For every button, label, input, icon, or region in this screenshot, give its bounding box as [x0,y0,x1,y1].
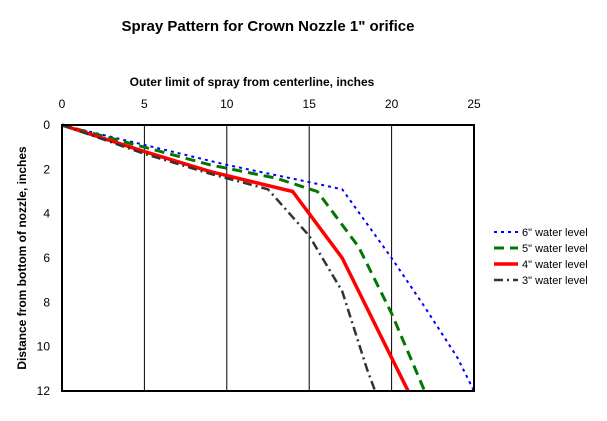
legend-label: 4" water level [522,259,588,271]
y-tick-label: 10 [37,340,51,354]
x-tick-label: 10 [220,97,234,111]
y-tick-labels: 0 2 4 6 8 10 12 [37,118,51,398]
y-tick-label: 0 [43,118,50,132]
y-axis-label: Distance from bottom of nozzle, inches [15,146,29,370]
y-tick-label: 6 [43,251,50,265]
y-tick-label: 8 [43,295,50,309]
series-line-4 [61,123,377,392]
series-lines [61,123,475,392]
series-line-2 [61,123,426,392]
chart-title: Spray Pattern for Crown Nozzle 1" orific… [121,18,414,35]
x-tick-label: 20 [385,97,399,111]
y-tick-label: 4 [43,207,50,221]
y-tick-label: 2 [43,162,50,176]
legend-label: 5" water level [522,243,588,255]
series-line-1 [61,124,475,392]
legend: 6" water level 5" water level 4" water lev… [494,227,588,287]
legend-label: 6" water level [522,227,588,239]
legend-label: 3" water level [522,275,588,287]
plot-area-border [61,124,475,392]
x-tick-labels: 0 5 10 15 20 25 [59,97,481,111]
grid-lines [143,125,393,391]
x-axis-label: Outer limit of spray from centerline, in… [130,75,375,89]
x-tick-label: 0 [59,97,66,111]
y-tick-label: 12 [37,384,51,398]
x-tick-label: 25 [467,97,481,111]
series-line-3 [61,123,410,392]
x-tick-label: 5 [141,97,148,111]
x-tick-label: 15 [303,97,317,111]
